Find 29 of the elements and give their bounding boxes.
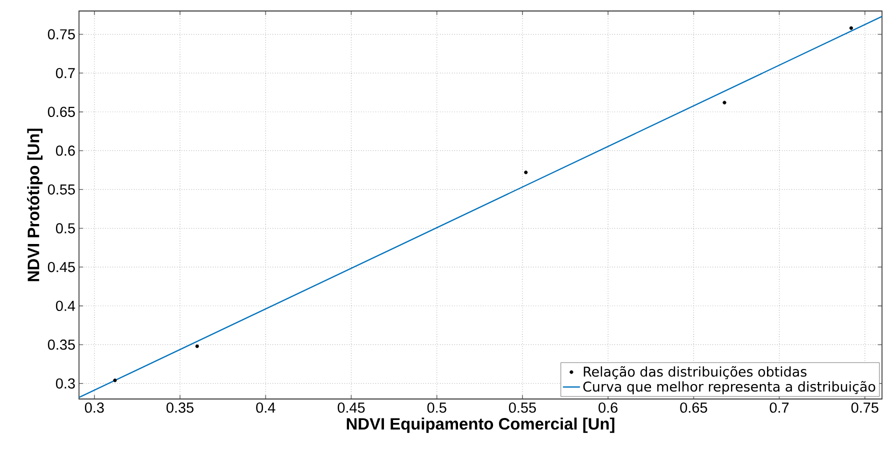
y-tick-label: 0.5 [56, 223, 75, 234]
x-tick-label: 0.75 [851, 402, 878, 413]
y-tick-label: 0.6 [56, 146, 75, 156]
x-tick-label: 0.35 [166, 402, 194, 413]
point [722, 100, 726, 104]
point [524, 170, 528, 174]
x-tick-label: 0.65 [680, 402, 708, 413]
y-tick-label: 0.55 [48, 184, 75, 195]
y-tick-label: 0.3 [56, 378, 75, 389]
x-tick-label: 0.7 [770, 402, 789, 413]
y-tick-label: 0.35 [48, 340, 75, 350]
x-tick-label: 0.55 [508, 402, 536, 413]
x-tick-label: 0.3 [84, 402, 104, 413]
y-tick-label: 0.45 [48, 262, 75, 272]
x-tick-label: 0.5 [427, 402, 446, 413]
legend-label: Curva que melhor representa a distribuição [583, 381, 876, 394]
y-tick-label: 0.75 [48, 29, 75, 40]
x-tick-label: 0.6 [598, 402, 618, 413]
y-tick-label: 0.65 [48, 106, 75, 117]
x-axis-title: NDVI Equipamento Comercial [Un] [346, 418, 614, 433]
x-tick-label: 0.45 [338, 402, 365, 413]
point [113, 378, 117, 382]
y-tick-label: 0.7 [56, 68, 75, 78]
y-axis-title: NDVI Protótipo [Un] [27, 128, 43, 282]
point [195, 344, 199, 348]
x-tick-label: 0.4 [256, 402, 276, 413]
y-tick-label: 0.4 [56, 300, 76, 311]
point [849, 26, 853, 30]
legend-label: Relação das distribuições obtidas [584, 366, 806, 380]
